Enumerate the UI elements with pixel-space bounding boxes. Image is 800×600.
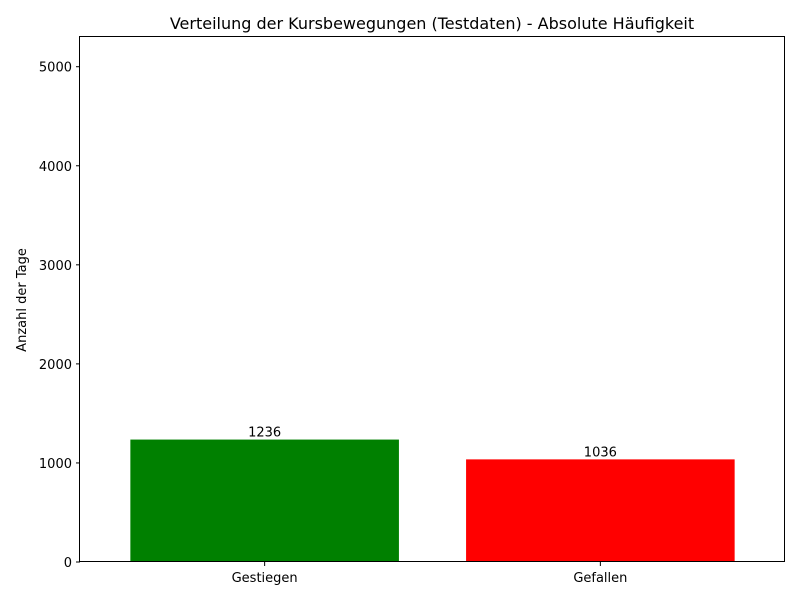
x-axis-ticks: Gestiegen Gefallen — [232, 562, 627, 586]
y-tick-label: 2000 — [39, 358, 72, 373]
y-tick-label: 3000 — [39, 259, 72, 274]
y-axis-ticks: 0 1000 2000 3000 4000 5000 — [39, 61, 80, 571]
x-tick-label: Gestiegen — [232, 571, 298, 586]
y-tick-label: 1000 — [39, 457, 72, 472]
plot-frame — [79, 36, 785, 562]
bar-gestiegen — [130, 439, 399, 562]
x-tick-label: Gefallen — [573, 571, 627, 586]
y-axis-label: Anzahl der Tage — [15, 248, 30, 352]
bar-value-label: 1236 — [248, 426, 281, 441]
y-tick-label: 4000 — [39, 160, 72, 175]
bar-value-label: 1036 — [584, 445, 617, 460]
y-tick-label: 5000 — [39, 61, 72, 76]
bar-labels-group: 1236 1036 — [248, 426, 617, 461]
chart-title: Verteilung der Kursbewegungen (Testdaten… — [170, 14, 694, 33]
y-tick-label: 0 — [64, 556, 72, 571]
bar-gefallen — [466, 459, 735, 562]
bars-group — [130, 439, 735, 562]
